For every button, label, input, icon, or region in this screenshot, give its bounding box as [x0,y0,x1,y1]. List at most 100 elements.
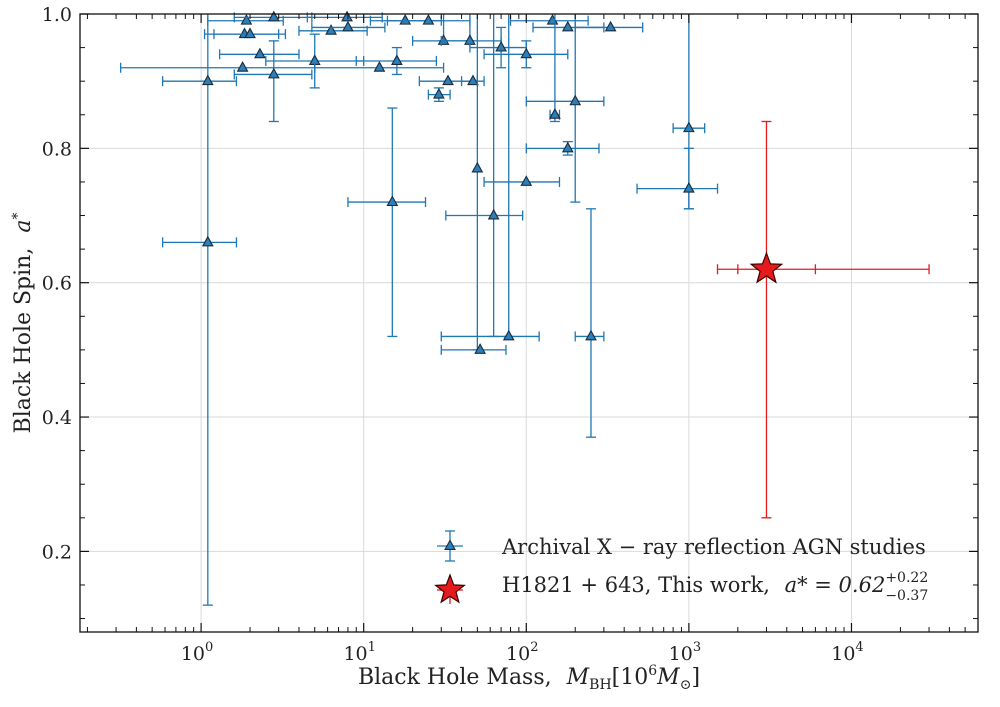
archival-point [347,107,427,338]
legend-label-this-work-name: H1821 + 643, This work, [502,573,770,597]
y-tick-label: 0.2 [42,541,72,563]
archival-point [440,14,502,46]
x-tick-label: 102 [506,640,538,665]
archival-point [440,343,507,355]
archival-point-marker [437,34,450,45]
legend-label-this-work-math: a* = 0.62 [785,573,886,597]
archival-point [119,61,316,73]
x-tick-label-base: 10 [506,643,530,665]
archival-point-marker [432,87,445,99]
archival-point-marker [254,47,266,59]
legend-marker-archival [437,530,463,562]
archival-point [314,61,445,73]
x-tick-label-exp: 2 [530,640,538,655]
archival-point-marker [390,54,403,65]
x-tick-label-exp: 3 [693,640,701,655]
archival-point-marker [201,74,214,86]
x-axis-title-sub: BH [589,677,612,693]
archival-point [509,13,589,26]
archival-point-marker [682,181,695,193]
legend-label-archival: Archival X − ray reflection AGN studies [501,535,926,559]
y-tick-label: 0.6 [42,273,72,295]
archival-point [574,208,605,438]
archival-point-marker [373,61,386,72]
archival-point-marker [386,195,399,207]
data-points [119,10,930,606]
this-work-point [716,120,930,519]
x-tick-label-base: 10 [669,643,693,665]
y-tick-label: 1.0 [42,4,72,26]
x-axis-title-exp: 6 [648,663,657,679]
archival-point-marker [682,121,695,133]
archival-point-marker [240,13,253,25]
x-tick-label-exp: 1 [368,640,376,655]
archival-point [445,14,524,338]
x-tick-label-base: 10 [831,643,855,665]
x-tick-label: 100 [181,640,213,665]
this-work-point-marker [749,251,784,284]
archival-point [471,14,484,351]
x-tick-label-base: 10 [343,643,367,665]
archival-point [355,46,438,76]
archival-point [460,74,485,87]
x-axis-title-sun-sub: ⊙ [680,677,692,693]
archival-point [161,74,238,87]
archival-point-marker [561,20,574,32]
archival-point-marker [267,67,280,79]
plot-frame [79,13,979,633]
archival-point-marker [520,175,533,186]
x-tick-label-base: 10 [181,643,205,665]
archival-point-marker [585,329,597,341]
archival-point [213,27,287,40]
x-axis-title-msun: M [656,665,680,690]
archival-point-marker [502,329,515,341]
archival-point-marker [520,47,533,59]
archival-point [218,47,300,60]
archival-point-marker [236,61,249,72]
x-tick-label: 103 [669,640,701,665]
archival-point-marker [495,40,507,52]
x-tick-label: 104 [831,640,863,665]
x-axis-title: Black Hole Mass, MBH[106M⊙] [358,663,700,693]
x-tick-label: 101 [343,640,375,665]
archival-point [161,14,238,606]
legend-label-this-work-sub: −0.37 [885,588,928,604]
archival-point-marker [267,10,280,22]
y-tick-label: 0.4 [42,407,72,429]
archival-point-marker [422,13,435,25]
x-axis-title-bracket: [10 [612,665,649,690]
archival-point-marker [442,74,454,86]
archival-point-marker [471,161,484,173]
archival-point [311,20,386,33]
legend-label-this-work: H1821 + 643, This work, a* = 0.62+0.22 −0… [502,570,928,604]
y-tick-label: 0.8 [42,138,72,160]
archival-point-marker [561,141,574,153]
archival-point-marker [604,20,617,32]
archival-point-marker [474,343,486,354]
archival-point [265,33,365,89]
x-tick-label-exp: 4 [855,640,863,655]
archival-point [525,140,600,156]
archival-point [427,87,451,102]
x-axis-title-math: M [566,665,590,690]
archival-point [483,40,569,69]
legend-marker-this-work [434,573,466,604]
archival-point-marker [342,20,354,32]
archival-point-marker [325,24,337,35]
archival-point-marker [244,27,256,39]
legend-marker-this-work-star [434,573,466,604]
legend-label-this-work-sup: +0.22 [885,570,928,586]
archival-point-marker [399,13,412,25]
archival-point [483,175,561,187]
legend: Archival X − ray reflection AGN studies … [434,530,928,604]
archival-point-marker [549,108,561,119]
archival-point [574,20,644,33]
archival-point-marker [487,208,500,220]
legend-marker-archival-triangle [444,539,456,550]
archival-point [525,14,605,203]
x-axis-title-close: ] [691,665,700,690]
archival-point [549,14,561,123]
archival-point-marker [546,13,559,25]
archival-point-marker [569,94,582,106]
